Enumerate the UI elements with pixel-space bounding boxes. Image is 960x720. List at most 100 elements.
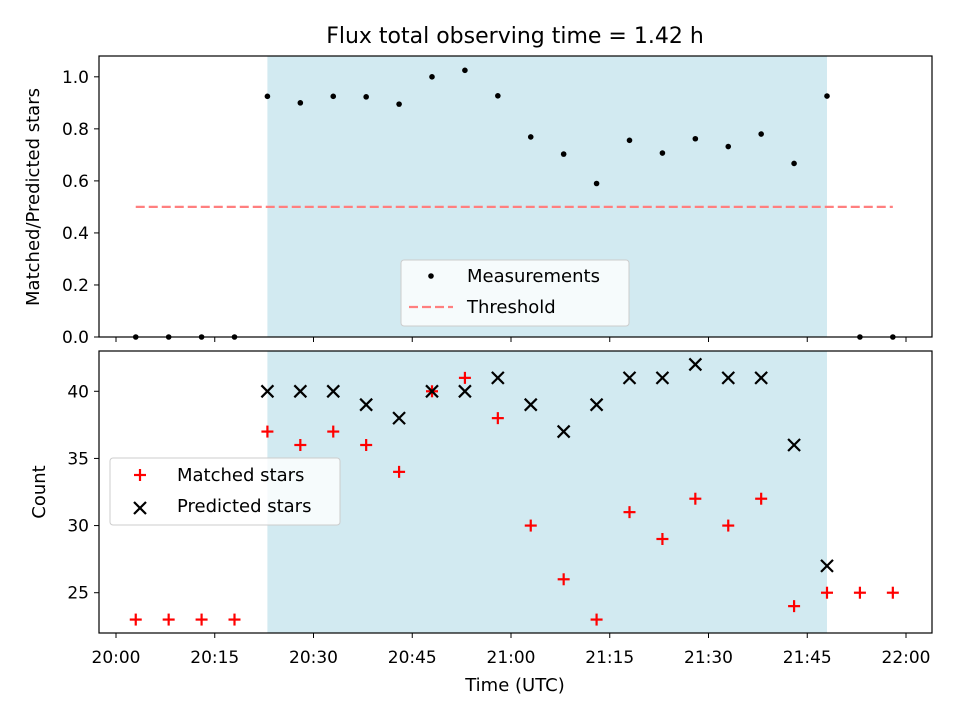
predicted-star-point — [359, 397, 373, 412]
measurement-point — [429, 74, 435, 80]
measurement-point — [363, 94, 369, 100]
top-legend-box — [400, 259, 630, 327]
y-tick-label: 0.2 — [62, 276, 89, 296]
x-tick-label: 20:30 — [289, 648, 338, 668]
predicted-star-point — [260, 384, 275, 399]
predicted-point-b — [721, 371, 736, 385]
legend-measurements-label: Measurements — [467, 266, 600, 287]
predicted-star-point — [787, 438, 801, 452]
bottom-y-ticks: 25 30 35 40 — [67, 382, 99, 604]
predicted-star-point — [458, 384, 472, 399]
top-legend: Measurements Threshold — [400, 259, 630, 327]
measurement-point — [824, 93, 830, 99]
predicted-star-point — [293, 384, 308, 399]
bottom-x-ticks: 20:00 20:15 20:30 20:45 21:00 21:15 21:30 21:45… — [92, 633, 931, 668]
predicted-star-point — [688, 357, 703, 372]
x-tick-label: 21:00 — [487, 648, 536, 668]
predicted-point-b — [754, 371, 768, 385]
matched-star-point — [886, 586, 899, 599]
bottom-shaded-region — [267, 351, 828, 633]
predicted-point-b — [688, 357, 703, 372]
x-tick-label: 20:45 — [388, 648, 437, 668]
predicted-point-b — [458, 384, 472, 399]
predicted-star-point — [589, 397, 604, 412]
matched-star-point — [360, 439, 373, 451]
matched-star-point — [228, 613, 241, 626]
predicted-star-point — [721, 371, 736, 385]
predicted-stars-points — [260, 357, 834, 573]
y-tick-label: 40 — [67, 382, 89, 402]
measurement-point — [758, 131, 764, 137]
matched-star-point — [788, 600, 801, 613]
x-tick-label: 21:45 — [783, 648, 832, 668]
y-tick-label: 35 — [67, 449, 89, 469]
predicted-point-b — [589, 397, 604, 412]
measurement-point — [626, 137, 633, 144]
predicted-star-point — [491, 371, 505, 385]
matched-star-point — [590, 613, 603, 626]
top-panel: 0.0 0.2 0.4 0.6 0.8 1.0 Matched/Predicted sta… — [23, 55, 933, 348]
bottom-legend: Matched stars Predicted stars — [109, 457, 341, 526]
y-tick-label: 0.4 — [62, 224, 89, 244]
predicted-star-point — [326, 384, 341, 399]
measurement-points — [132, 67, 896, 340]
matched-star-point — [623, 506, 636, 519]
bottom-y-axis-label: Count — [29, 465, 50, 518]
measurement-point — [593, 180, 600, 187]
predicted-point-b — [622, 371, 637, 385]
legend-threshold-label: Threshold — [466, 297, 556, 318]
predicted-star-point — [622, 371, 637, 385]
x-tick-label: 22:00 — [882, 648, 931, 668]
legend-predicted-marker — [133, 501, 147, 515]
measurement-point — [659, 150, 666, 156]
matched-star-point — [129, 613, 142, 626]
matched-star-point — [458, 371, 471, 384]
y-tick-label: 0.6 — [62, 172, 89, 192]
y-tick-label: 0.0 — [62, 328, 89, 348]
measurement-point — [560, 151, 567, 157]
matched-star-point — [162, 613, 175, 626]
matched-star-point — [524, 519, 537, 532]
legend-matched-label: Matched stars — [177, 465, 304, 486]
y-tick-label: 0.8 — [62, 120, 89, 140]
legend-matched-marker — [134, 469, 146, 481]
top-axes-frame — [98, 55, 933, 338]
matched-star-point — [557, 573, 570, 586]
predicted-point-b — [359, 397, 373, 412]
predicted-star-point — [820, 559, 834, 573]
bottom-axes-frame — [98, 350, 933, 634]
predicted-point-b — [326, 384, 341, 399]
predicted-point-b — [293, 384, 308, 399]
x-tick-label: 20:00 — [92, 648, 141, 668]
x-axis-label: Time (UTC) — [464, 675, 565, 696]
matched-star-point — [755, 492, 768, 505]
y-tick-label: 30 — [67, 517, 89, 537]
predicted-star-point — [655, 371, 670, 385]
predicted-star-point — [556, 424, 571, 439]
measurement-point — [330, 93, 337, 100]
top-y-axis-label: Matched/Predicted stars — [23, 88, 44, 306]
measurement-point — [462, 67, 468, 74]
matched-star-point — [491, 412, 504, 425]
y-tick-label: 25 — [67, 584, 89, 604]
measurement-point — [495, 93, 501, 99]
legend-predicted-label: Predicted stars — [177, 496, 311, 517]
matched-star-point — [656, 533, 669, 545]
y-tick-label: 1.0 — [62, 68, 89, 88]
chart-title: Flux total observing time = 1.42 h — [326, 24, 704, 49]
predicted-point-b — [820, 559, 834, 573]
top-y-ticks: 0.0 0.2 0.4 0.6 0.8 1.0 — [62, 68, 99, 348]
matched-star-point — [294, 439, 307, 451]
bottom-legend-box — [109, 457, 341, 526]
x-tick-label: 21:30 — [684, 648, 733, 668]
matched-star-point — [195, 613, 208, 626]
measurement-point — [791, 160, 797, 167]
matched-star-point — [261, 425, 274, 438]
predicted-star-point — [523, 397, 538, 412]
measurement-point — [297, 100, 304, 106]
matched-star-point — [689, 492, 702, 505]
x-tick-label: 20:15 — [190, 648, 239, 668]
measurement-point — [396, 101, 402, 107]
